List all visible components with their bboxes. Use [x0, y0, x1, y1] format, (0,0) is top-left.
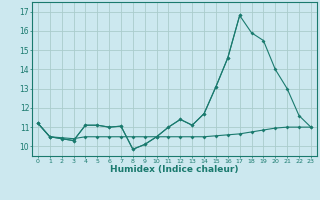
X-axis label: Humidex (Indice chaleur): Humidex (Indice chaleur) [110, 165, 239, 174]
